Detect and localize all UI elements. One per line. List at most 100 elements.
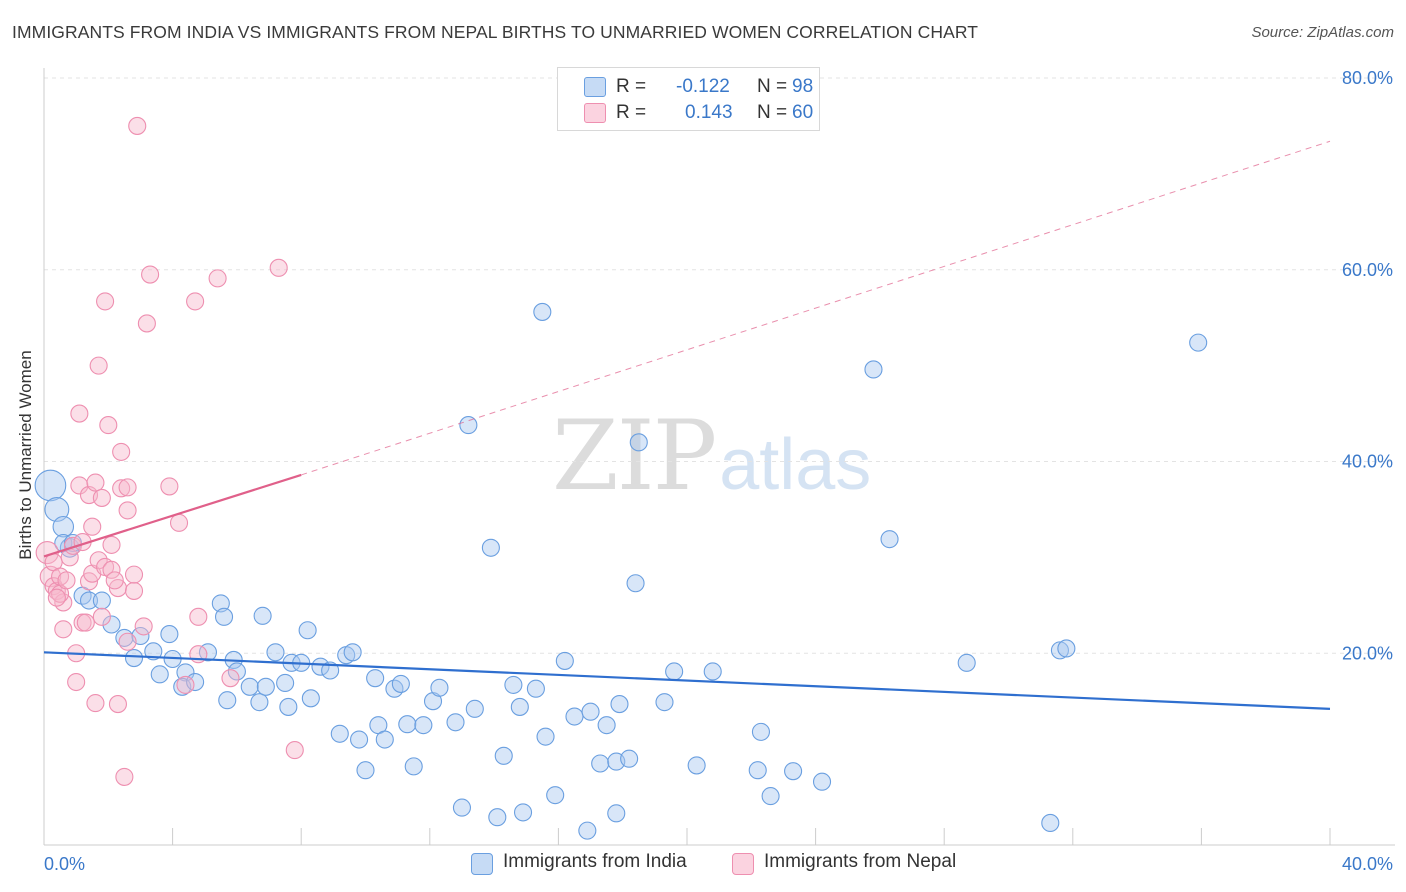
point-india	[784, 762, 803, 781]
point-india	[279, 697, 298, 716]
point-india	[102, 615, 121, 634]
point-nepal	[186, 292, 205, 311]
point-nepal	[124, 565, 144, 584]
point-india	[150, 665, 169, 684]
point-nepal	[115, 767, 134, 786]
point-india	[761, 787, 780, 806]
gridlines	[44, 77, 1395, 654]
point-india	[880, 530, 899, 549]
point-india	[459, 416, 478, 435]
point-india	[366, 669, 385, 688]
legend-label-nepal: Immigrants from Nepal	[764, 851, 957, 872]
point-nepal	[221, 669, 240, 688]
point-india	[34, 469, 67, 502]
point-india	[510, 697, 529, 716]
point-india	[687, 756, 706, 775]
point-india	[751, 722, 770, 741]
series-nepal-points	[35, 116, 304, 786]
point-india	[957, 653, 976, 672]
point-india	[301, 689, 320, 708]
trend-line-india	[43, 651, 1331, 710]
point-india	[124, 648, 144, 668]
point-nepal	[112, 442, 131, 461]
point-india	[555, 651, 574, 670]
point-nepal	[176, 675, 195, 694]
point-nepal	[99, 416, 118, 435]
x-tick-label: 0.0%	[44, 854, 85, 874]
point-nepal	[208, 269, 227, 288]
axes	[43, 68, 1395, 846]
chart-title: IMMIGRANTS FROM INDIA VS IMMIGRANTS FROM…	[12, 22, 979, 42]
point-nepal	[128, 116, 147, 135]
point-india	[240, 677, 259, 696]
point-india	[703, 662, 722, 681]
point-india	[607, 804, 626, 823]
legend-swatch-india	[584, 77, 606, 97]
point-india	[565, 707, 584, 726]
point-india	[513, 803, 533, 822]
point-nepal	[92, 488, 111, 507]
point-india	[581, 702, 600, 721]
legend-swatch-nepal	[732, 853, 754, 875]
point-india	[330, 724, 349, 743]
point-india	[446, 713, 465, 732]
point-nepal	[134, 617, 153, 636]
point-india	[494, 746, 513, 765]
point-nepal	[76, 613, 95, 632]
y-tick-label: 60.0%	[1342, 260, 1393, 280]
point-nepal	[118, 632, 137, 651]
point-india	[79, 591, 99, 610]
point-india	[276, 673, 295, 693]
point-india	[748, 761, 767, 780]
point-nepal	[102, 535, 121, 554]
point-india	[298, 621, 317, 640]
point-nepal	[57, 571, 76, 590]
point-nepal	[83, 517, 102, 536]
point-nepal	[92, 607, 111, 626]
series-india-points	[34, 302, 1208, 840]
point-india	[1189, 333, 1208, 352]
point-nepal	[118, 478, 137, 497]
point-nepal	[189, 607, 208, 626]
point-india	[92, 591, 111, 610]
legend-swatch-india	[471, 853, 493, 875]
point-india	[488, 808, 507, 827]
y-tick-label: 20.0%	[1342, 643, 1393, 663]
point-nepal	[67, 672, 86, 692]
point-india	[504, 675, 523, 694]
point-india	[1050, 641, 1069, 660]
point-india	[620, 749, 639, 768]
point-india	[160, 625, 179, 644]
point-india	[465, 699, 484, 718]
legend-n-label: N =	[757, 102, 788, 123]
point-india	[597, 716, 616, 735]
point-india	[404, 757, 423, 776]
point-nepal	[47, 588, 66, 607]
point-india	[44, 496, 70, 522]
point-nepal	[124, 581, 144, 600]
y-tick-label: 80.0%	[1342, 68, 1393, 88]
point-india	[375, 730, 394, 749]
point-india	[52, 515, 75, 538]
point-india	[176, 663, 195, 682]
point-india	[214, 607, 234, 626]
point-india	[864, 360, 883, 379]
point-india	[227, 662, 246, 681]
point-india	[665, 662, 684, 681]
point-nepal	[169, 513, 189, 532]
point-nepal	[285, 741, 304, 760]
point-india	[655, 693, 674, 712]
point-nepal	[112, 479, 131, 498]
point-india	[629, 433, 648, 452]
point-india	[350, 730, 369, 749]
point-india	[452, 798, 472, 817]
point-nepal	[89, 551, 108, 570]
legend-label-india: Immigrants from India	[503, 851, 687, 872]
trend-line-nepal	[43, 473, 302, 558]
point-india	[526, 679, 545, 698]
trend-lines	[43, 140, 1331, 710]
legend-n-label: N =	[757, 76, 788, 97]
legend-r-value: -0.122	[676, 76, 730, 97]
point-india	[218, 691, 237, 710]
point-nepal	[54, 620, 73, 639]
